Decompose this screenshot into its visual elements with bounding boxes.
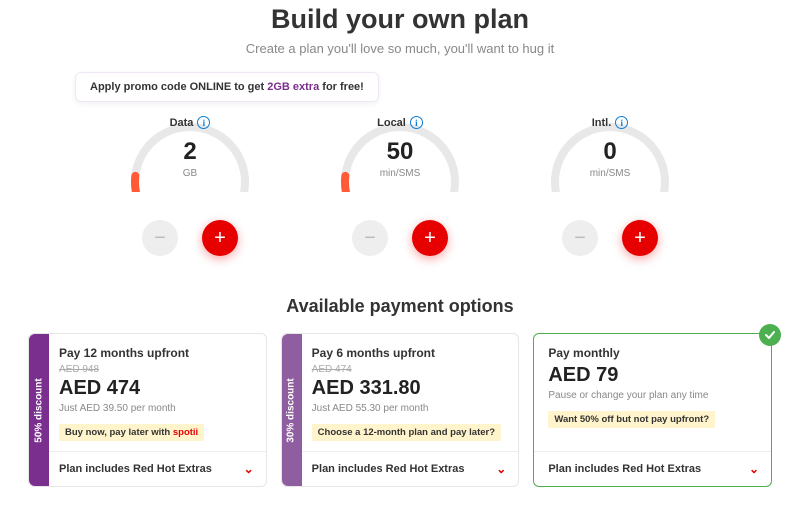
increase-button[interactable]: + <box>202 220 238 256</box>
gauge-data: Datai 2 GB −+ <box>110 102 270 256</box>
gauge-value: 2 <box>120 138 260 166</box>
gauge-unit: min/SMS <box>330 168 470 179</box>
payment-option-card[interactable]: 50% discount Pay 12 months upfront AED 948… <box>28 333 267 487</box>
selected-check-icon <box>759 324 781 346</box>
promo-tagline[interactable]: Buy now, pay later with spotii <box>59 424 204 441</box>
chevron-down-icon: ⌄ <box>496 462 506 476</box>
decrease-button[interactable]: − <box>352 220 388 256</box>
plan-title: Pay 12 months upfront <box>59 346 254 360</box>
footer-label: Plan includes Red Hot Extras <box>312 463 465 475</box>
promo-banner: Apply promo code ONLINE to get 2GB extra… <box>75 72 379 102</box>
plan-title: Pay 6 months upfront <box>312 346 507 360</box>
footer-label: Plan includes Red Hot Extras <box>548 463 701 475</box>
info-icon[interactable]: i <box>197 116 210 129</box>
info-icon[interactable]: i <box>615 116 628 129</box>
card-footer-toggle[interactable]: Plan includes Red Hot Extras ⌄ <box>282 451 519 486</box>
price: AED 474 <box>59 377 254 400</box>
per-month-text: Just AED 55.30 per month <box>312 403 507 414</box>
gauge-label: Data <box>170 117 194 129</box>
gauge-unit: min/SMS <box>540 168 680 179</box>
promo-prefix: Apply promo code ONLINE to get <box>90 81 267 93</box>
footer-label: Plan includes Red Hot Extras <box>59 463 212 475</box>
decrease-button[interactable]: − <box>142 220 178 256</box>
gauge-value: 0 <box>540 138 680 166</box>
card-footer-toggle[interactable]: Plan includes Red Hot Extras ⌄ <box>29 451 266 486</box>
payment-options-heading: Available payment options <box>0 296 800 317</box>
per-month-text: Just AED 39.50 per month <box>59 403 254 414</box>
increase-button[interactable]: + <box>412 220 448 256</box>
discount-badge: 30% discount <box>282 334 302 486</box>
price: AED 331.80 <box>312 377 507 400</box>
chevron-down-icon: ⌄ <box>749 462 759 476</box>
promo-tagline[interactable]: Want 50% off but not pay upfront? <box>548 411 715 428</box>
gauge-label: Local <box>377 117 406 129</box>
gauge-local: Locali 50 min/SMS −+ <box>320 102 480 256</box>
old-price: AED 948 <box>59 364 254 375</box>
gauge-intl: Intl.i 0 min/SMS −+ <box>530 102 690 256</box>
payment-option-card[interactable]: 30% discount Pay 6 months upfront AED 474 A… <box>281 333 520 487</box>
gauge-value: 50 <box>330 138 470 166</box>
discount-badge: 50% discount <box>29 334 49 486</box>
promo-suffix: for free! <box>319 81 364 93</box>
promo-highlight: 2GB extra <box>267 81 319 93</box>
gauge-label: Intl. <box>592 117 612 129</box>
increase-button[interactable]: + <box>622 220 658 256</box>
gauge-unit: GB <box>120 168 260 179</box>
card-footer-toggle[interactable]: Plan includes Red Hot Extras ⌄ <box>534 451 771 486</box>
info-icon[interactable]: i <box>410 116 423 129</box>
plan-title: Pay monthly <box>548 346 759 360</box>
payment-option-card[interactable]: Pay monthly AED 79 Pause or change your pl… <box>533 333 772 487</box>
chevron-down-icon: ⌄ <box>244 462 254 476</box>
spotii-brand: spotii <box>173 427 198 438</box>
price: AED 79 <box>548 364 759 387</box>
per-month-text: Pause or change your plan any time <box>548 390 759 401</box>
old-price: AED 474 <box>312 364 507 375</box>
promo-tagline[interactable]: Choose a 12-month plan and pay later? <box>312 424 501 441</box>
decrease-button[interactable]: − <box>562 220 598 256</box>
page-subtitle: Create a plan you'll love so much, you'l… <box>0 41 800 56</box>
page-title: Build your own plan <box>0 4 800 35</box>
